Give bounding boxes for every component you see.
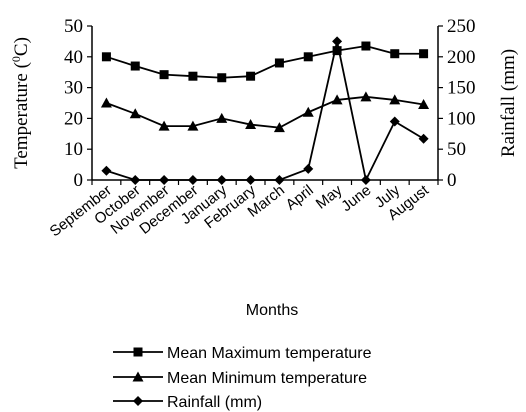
left-ticks: 0 10 20 30 40 50 (64, 16, 92, 191)
legend: Mean Maximum temperature Mean Minimum tem… (113, 345, 372, 411)
x-tick-label: April (283, 182, 317, 214)
data-point (418, 99, 430, 110)
y-axis-title: Temperature (0C) (9, 37, 32, 169)
data-point (130, 175, 141, 185)
data-point (187, 175, 198, 185)
data-point (217, 73, 227, 83)
left-tick-label: 40 (64, 47, 83, 68)
y-axis-title-main: Temperature ( (11, 62, 32, 169)
data-point (101, 52, 111, 62)
data-point (303, 52, 313, 62)
data-point (273, 122, 285, 133)
y-axis-title-right: Rainfall (mm) (498, 49, 519, 157)
x-axis-title: Months (246, 302, 298, 319)
data-point (246, 71, 256, 81)
data-point (389, 94, 401, 105)
series-layer (100, 36, 430, 185)
right-ticks: 0 50 100 150 200 250 (438, 16, 476, 191)
data-point (129, 108, 141, 119)
right-tick-label: 200 (447, 47, 476, 68)
data-point (101, 165, 112, 176)
data-point (245, 119, 257, 130)
data-point (389, 116, 400, 127)
legend-item: Mean Minimum temperature (113, 370, 367, 387)
x-tick-label: June (338, 182, 374, 215)
legend-label: Mean Maximum temperature (167, 345, 372, 362)
left-tick-label: 50 (64, 16, 83, 37)
right-tick-label: 0 (447, 170, 457, 191)
data-point (188, 71, 198, 81)
data-point (361, 41, 371, 51)
data-point (332, 36, 343, 47)
y-axis-title-superscript: 0 (9, 56, 23, 62)
left-tick-label: 0 (74, 170, 84, 191)
data-point (331, 94, 343, 105)
data-point (390, 49, 400, 59)
legend-marker (132, 371, 144, 382)
axes (91, 26, 439, 181)
data-point (130, 61, 140, 71)
data-point (159, 70, 169, 80)
data-point (303, 163, 314, 174)
left-tick-label: 10 (64, 139, 83, 160)
data-point (274, 175, 285, 185)
legend-marker (133, 396, 143, 406)
legend-label: Mean Minimum temperature (167, 370, 367, 387)
data-point (187, 120, 199, 131)
series-3 (101, 36, 429, 185)
data-point (418, 133, 429, 144)
series-2 (100, 91, 430, 133)
series-line (106, 95, 424, 129)
data-point (100, 97, 112, 108)
series-1 (101, 41, 429, 83)
right-tick-label: 150 (447, 78, 476, 99)
data-point (216, 175, 227, 185)
series-line (106, 41, 425, 183)
data-point (360, 175, 371, 185)
legend-marker (133, 347, 143, 357)
data-point (419, 49, 429, 59)
legend-item: Rainfall (mm) (113, 394, 262, 411)
data-point (158, 120, 170, 131)
right-tick-label: 250 (447, 16, 476, 37)
x-tick-label: May (313, 181, 346, 212)
x-ticks: SeptemberOctoberNovemberDecemberJanuaryF… (47, 180, 439, 240)
data-point (302, 106, 314, 117)
data-point (159, 175, 170, 185)
right-tick-label: 100 (447, 108, 476, 129)
legend-label: Rainfall (mm) (167, 394, 262, 411)
left-tick-label: 30 (64, 78, 83, 99)
right-tick-label: 50 (447, 139, 466, 160)
legend-item: Mean Maximum temperature (113, 345, 372, 362)
data-point (274, 58, 284, 68)
left-tick-label: 20 (64, 108, 83, 129)
y-axis-title-unit: C) (11, 37, 32, 56)
data-point (332, 46, 342, 56)
series-line (106, 45, 424, 79)
data-point (245, 175, 256, 185)
data-point (216, 112, 228, 123)
data-point (360, 91, 372, 102)
